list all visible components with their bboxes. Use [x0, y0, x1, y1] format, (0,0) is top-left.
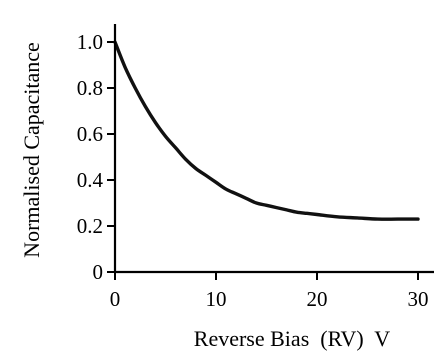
- y-tick-label: 0.2: [77, 214, 103, 238]
- y-tick-label: 0.8: [77, 76, 103, 100]
- x-tick-label: 30: [408, 287, 429, 311]
- x-tick-label: 10: [206, 287, 227, 311]
- y-axis-title: Normalised Capacitance: [19, 42, 44, 258]
- x-tick-label: 0: [110, 287, 121, 311]
- x-axis-ticks: 0 10 20 30: [110, 272, 429, 311]
- y-tick-label: 0.6: [77, 122, 103, 146]
- y-tick-label: 0: [93, 260, 104, 284]
- x-axis-title: Reverse Bias (RV) V: [194, 326, 391, 351]
- y-axis-ticks: 0 0.2 0.4 0.6 0.8 1.0: [77, 30, 115, 284]
- y-tick-label: 0.4: [77, 168, 104, 192]
- x-tick-label: 20: [307, 287, 328, 311]
- capacitance-curve: [113, 40, 420, 221]
- y-tick-label: 1.0: [77, 30, 103, 54]
